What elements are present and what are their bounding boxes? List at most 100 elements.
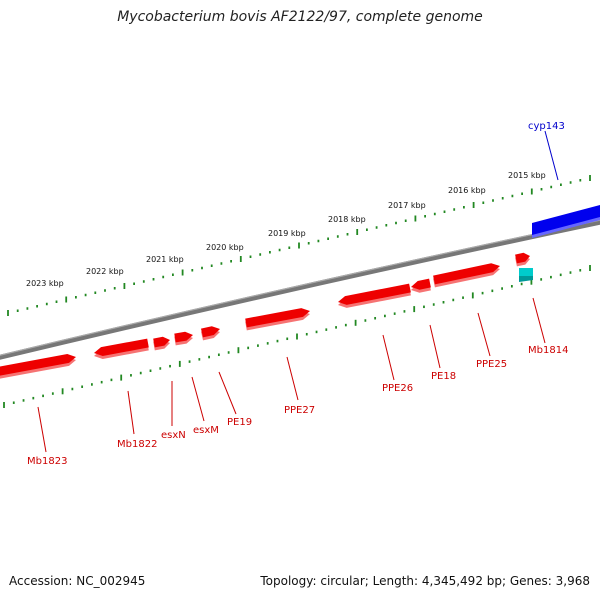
outer-tick-minor	[307, 242, 310, 245]
outer-tick-minor	[521, 192, 523, 195]
scale-label: 2021 kbp	[146, 255, 184, 264]
inner-tick-minor	[169, 364, 171, 368]
inner-tick-minor	[257, 344, 259, 347]
inner-tick-minor	[491, 289, 494, 293]
inner-tick-minor	[550, 275, 552, 279]
gene-label-leader	[191, 376, 205, 422]
gene-label-leader	[544, 130, 559, 181]
scale-label: 2015 kbp	[508, 171, 546, 180]
outer-tick-minor	[220, 262, 223, 265]
gene-esxm	[174, 331, 193, 346]
outer-tick-minor	[26, 307, 29, 310]
gene-label: esxM	[193, 425, 219, 436]
outer-tick-minor	[162, 275, 165, 279]
outer-tick-minor	[492, 199, 494, 202]
outer-tick-minor	[366, 228, 368, 231]
gene-features	[0, 205, 600, 379]
outer-tick-minor	[84, 293, 87, 297]
inner-tick-minor	[51, 392, 54, 395]
inner-tick-minor	[81, 385, 84, 388]
inner-tick-minor	[12, 401, 15, 404]
inner-tick-major	[237, 347, 240, 354]
gene-label-leader	[127, 390, 135, 435]
gene-label: PE18	[431, 371, 456, 382]
outer-tick-minor	[210, 264, 213, 267]
inner-tick-minor	[540, 278, 543, 281]
scale-labels: 2015 kbp 2016 kbp 2017 kbp 2018 kbp 2019 kbp…	[26, 171, 546, 288]
inner-tick-minor	[266, 342, 269, 345]
inner-tick-minor	[452, 298, 455, 302]
inner-tick-minor	[403, 310, 406, 313]
inner-tick-minor	[559, 273, 562, 277]
scale-label: 2017 kbp	[388, 201, 426, 210]
inner-tick-major	[471, 292, 474, 299]
gene-mb1822	[94, 338, 149, 359]
gene-esxn	[153, 336, 170, 351]
outer-tick-minor	[385, 224, 388, 227]
outer-tick-minor	[317, 239, 320, 243]
outer-tick-minor	[269, 251, 271, 254]
inner-tick-minor	[481, 291, 484, 295]
outer-tick-major	[239, 256, 242, 262]
inner-tick-minor	[139, 371, 142, 375]
gene-mb1814	[515, 252, 530, 267]
inner-tick-major	[3, 402, 5, 408]
inner-tick-minor	[393, 312, 396, 315]
inner-tick-minor	[432, 303, 435, 306]
outer-tick-minor	[142, 280, 145, 283]
outer-tick-major	[414, 215, 417, 222]
gene-label-leader	[286, 356, 299, 401]
outer-tick-minor	[75, 296, 77, 299]
outer-tick-minor	[336, 235, 339, 238]
inner-tick-minor	[22, 399, 25, 402]
outer-tick-major	[472, 202, 475, 208]
map-title: Mycobacterium bovis AF2122/97, complete …	[117, 9, 483, 25]
gene-label: cyp143	[528, 121, 565, 132]
outer-tick-major	[123, 283, 126, 289]
gene-label-leader	[429, 324, 441, 369]
outer-tick-minor	[36, 305, 38, 308]
inner-tick-minor	[130, 374, 132, 377]
inner-tick-major	[61, 388, 64, 395]
inner-tick-minor	[579, 269, 582, 272]
gene-label-leader	[218, 371, 237, 415]
gene-mb1823	[0, 354, 76, 379]
outer-tick-minor	[94, 291, 97, 294]
outer-tick-minor	[579, 179, 582, 182]
inner-tick-minor	[462, 296, 464, 299]
gene-labels: cyp143 Mb1814 PPE25 PE18 PPE26 PPE27 PE19 esxM e…	[27, 121, 568, 467]
outer-tick-minor	[327, 237, 329, 240]
outer-tick-minor	[569, 181, 572, 184]
inner-tick-major	[178, 360, 181, 367]
gene-label: Mb1814	[528, 345, 568, 356]
outer-tick-minor	[133, 282, 135, 285]
inner-tick-minor	[423, 305, 425, 309]
outer-tick-minor	[404, 219, 407, 222]
outer-tick-minor	[560, 183, 562, 186]
genome-backbone	[0, 219, 600, 360]
inner-tick-minor	[510, 285, 513, 288]
inner-tick-minor	[364, 319, 367, 322]
scale-label: 2018 kbp	[328, 215, 366, 224]
outer-tick-minor	[201, 266, 203, 270]
inner-tick-minor	[217, 353, 220, 357]
inner-tick-minor	[344, 323, 347, 327]
inner-tick-minor	[325, 328, 328, 331]
outer-tick-minor	[259, 253, 262, 256]
outer-tick-minor	[511, 194, 514, 198]
outer-tick-minor	[540, 188, 543, 191]
inner-tick-minor	[384, 314, 386, 318]
inner-tick-minor	[227, 351, 230, 354]
outer-tick-major	[356, 229, 359, 235]
outer-tick-minor	[191, 269, 194, 272]
inner-tick-minor	[569, 271, 572, 274]
outer-tick-major	[298, 242, 300, 249]
inner-tick-major	[413, 306, 416, 313]
outer-tick-major	[7, 310, 9, 316]
genome-backbone-highlight	[0, 219, 600, 356]
gene-label-leader	[37, 406, 47, 453]
outer-tick-minor	[278, 248, 281, 252]
inner-tick-major	[120, 374, 123, 381]
outer-tick-major	[181, 269, 184, 276]
